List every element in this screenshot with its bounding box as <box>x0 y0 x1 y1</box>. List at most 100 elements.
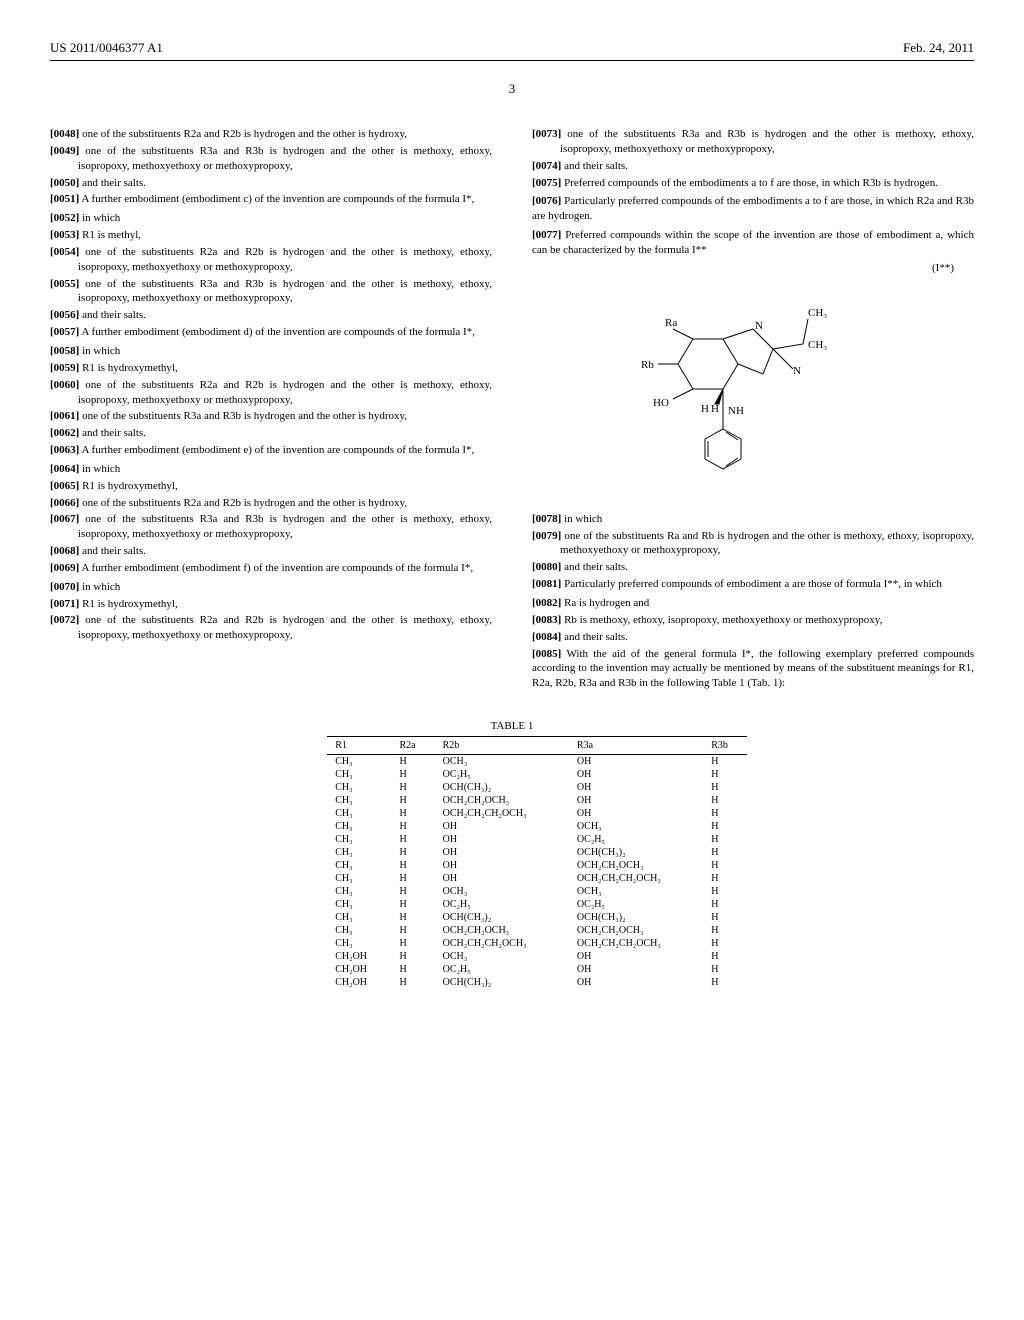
table-cell: OC₂H₅ <box>569 833 703 846</box>
para-0058: [0058] in which <box>50 344 492 359</box>
para-0076: [0076] Particularly preferred compounds … <box>532 194 974 224</box>
table-cell: H <box>391 768 434 781</box>
para-0083: [0083] Rb is methoxy, ethoxy, isopropoxy… <box>532 613 974 628</box>
para-0071: [0071] R1 is hydroxymethyl, <box>50 597 492 612</box>
table-cell: CH₂OH <box>327 950 391 963</box>
para-0051: [0051] A further embodiment (embodiment … <box>50 192 492 207</box>
para-0056: [0056] and their salts. <box>50 308 492 323</box>
table-row: CH₂OHHOCH(CH₃)₂OHH <box>327 976 747 989</box>
table-row: CH₃HOCH₂CH₂OCH₃OHH <box>327 794 747 807</box>
table-cell: CH₂OH <box>327 976 391 989</box>
table-row: CH₃HOC₂H₅OC₂H₅H <box>327 898 747 911</box>
chemical-structure: Ra Rb HO NH N N CH₃ CH₃ H H <box>532 274 974 497</box>
table-cell: H <box>703 937 747 950</box>
table-cell: H <box>703 846 747 859</box>
label-n2: N <box>793 365 801 377</box>
col-r3b: R3b <box>703 737 747 755</box>
table-cell: H <box>703 781 747 794</box>
table-row: CH₃HOCH₃OCH₃H <box>327 885 747 898</box>
table-cell: OCH(CH₃)₂ <box>569 911 703 924</box>
para-0048: [0048] one of the substituents R2a and R… <box>50 127 492 142</box>
table-cell: H <box>703 807 747 820</box>
table-row: CH₃HOHOCH₂CH₂CH₂OCH₃H <box>327 872 747 885</box>
table-cell: H <box>703 872 747 885</box>
table-cell: OH <box>435 820 569 833</box>
col-r1: R1 <box>327 737 391 755</box>
para-0066: [0066] one of the substituents R2a and R… <box>50 496 492 511</box>
left-column: [0048] one of the substituents R2a and R… <box>50 127 492 695</box>
table-cell: OCH₂CH₂OCH₃ <box>435 794 569 807</box>
table-header-row: R1 R2a R2b R3a R3b <box>327 737 747 755</box>
label-ch3-1: CH₃ <box>808 307 827 319</box>
table-cell: OC₂H₅ <box>435 898 569 911</box>
table-cell: OC₂H₅ <box>435 768 569 781</box>
table-row: CH₃HOHOCH₃H <box>327 820 747 833</box>
table-cell: OH <box>569 781 703 794</box>
table-row: CH₃HOCH₂CH₂OCH₃OCH₂CH₂OCH₃H <box>327 924 747 937</box>
para-0059: [0059] R1 is hydroxymethyl, <box>50 361 492 376</box>
para-0061: [0061] one of the substituents R3a and R… <box>50 409 492 424</box>
label-h2: H <box>711 403 719 415</box>
table-cell: CH₃ <box>327 768 391 781</box>
para-0081: [0081] Particularly preferred compounds … <box>532 577 974 592</box>
para-0075: [0075] Preferred compounds of the embodi… <box>532 176 974 191</box>
table-cell: OH <box>435 859 569 872</box>
para-0050: [0050] and their salts. <box>50 176 492 191</box>
table-cell: OC₂H₅ <box>569 898 703 911</box>
para-0069: [0069] A further embodiment (embodiment … <box>50 561 492 576</box>
table-cell: OCH₃ <box>569 885 703 898</box>
table-cell: H <box>703 963 747 976</box>
table-cell: H <box>391 937 434 950</box>
para-0054: [0054] one of the substituents R2a and R… <box>50 245 492 275</box>
table-row: CH₃HOCH(CH₃)₂OCH(CH₃)₂H <box>327 911 747 924</box>
table-cell: CH₃ <box>327 833 391 846</box>
para-0085: [0085] With the aid of the general formu… <box>532 647 974 692</box>
label-rb: Rb <box>641 359 654 371</box>
para-0070: [0070] in which <box>50 580 492 595</box>
table-cell: OCH₂CH₂CH₂OCH₃ <box>435 937 569 950</box>
para-0080: [0080] and their salts. <box>532 560 974 575</box>
table-1: R1 R2a R2b R3a R3b CH₃HOCH₃OHHCH₃HOC₂H₅O… <box>327 736 747 989</box>
col-r2a: R2a <box>391 737 434 755</box>
table-cell: OCH₂CH₂CH₂OCH₃ <box>569 937 703 950</box>
formula-label: (I**) <box>532 262 974 274</box>
para-0072: [0072] one of the substituents R2a and R… <box>50 613 492 643</box>
table-row: CH₃HOCH₂CH₂CH₂OCH₃OHH <box>327 807 747 820</box>
right-column: [0073] one of the substituents R3a and R… <box>532 127 974 695</box>
table-cell: CH₃ <box>327 794 391 807</box>
table-cell: OH <box>435 833 569 846</box>
table-cell: CH₃ <box>327 885 391 898</box>
table-cell: H <box>703 859 747 872</box>
col-r2b: R2b <box>435 737 569 755</box>
para-0049: [0049] one of the substituents R3a and R… <box>50 144 492 174</box>
table-cell: OCH₃ <box>435 950 569 963</box>
table-1-wrapper: TABLE 1 R1 R2a R2b R3a R3b CH₃HOCH₃OHHCH… <box>50 720 974 989</box>
label-h1: H <box>701 403 709 415</box>
table-cell: H <box>391 963 434 976</box>
table-cell: CH₃ <box>327 872 391 885</box>
table-cell: H <box>703 898 747 911</box>
para-0067: [0067] one of the substituents R3a and R… <box>50 512 492 542</box>
table-cell: CH₃ <box>327 807 391 820</box>
table-cell: H <box>703 976 747 989</box>
table-cell: CH₃ <box>327 781 391 794</box>
table-cell: H <box>391 846 434 859</box>
table-cell: H <box>703 794 747 807</box>
table-row: CH₃HOCH₃OHH <box>327 755 747 769</box>
table-cell: H <box>391 755 434 769</box>
para-0065: [0065] R1 is hydroxymethyl, <box>50 479 492 494</box>
table-cell: CH₂OH <box>327 963 391 976</box>
table-cell: OH <box>435 872 569 885</box>
table-cell: OCH₃ <box>435 755 569 769</box>
table-cell: H <box>703 833 747 846</box>
table-cell: OCH(CH₃)₂ <box>569 846 703 859</box>
table-cell: H <box>391 976 434 989</box>
label-ho: HO <box>653 397 669 409</box>
table-cell: H <box>703 924 747 937</box>
para-0063: [0063] A further embodiment (embodiment … <box>50 443 492 458</box>
table-cell: CH₃ <box>327 924 391 937</box>
pub-number: US 2011/0046377 A1 <box>50 40 163 56</box>
table-cell: H <box>391 833 434 846</box>
para-0064: [0064] in which <box>50 462 492 477</box>
table-row: CH₃HOC₂H₅OHH <box>327 768 747 781</box>
